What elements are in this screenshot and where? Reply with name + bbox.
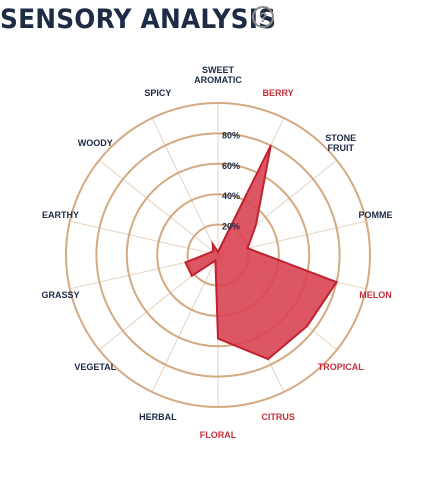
radar-category-label: WOODY [78, 138, 113, 148]
radar-tick-label: 20% [222, 222, 240, 232]
radar-tick-label: 80% [222, 130, 240, 140]
radar-data [184, 144, 339, 361]
help-icon[interactable]: ? [252, 6, 274, 28]
radar-spoke [98, 159, 219, 256]
radar-category-label: BERRY [263, 88, 294, 98]
radar-category-label: POMME [358, 210, 392, 220]
radar-category-label: VEGETAL [74, 362, 116, 372]
radar-point [184, 261, 187, 264]
header: SENSORY ANALYSIS [0, 0, 300, 38]
radar-tick-label: 40% [222, 191, 240, 201]
radar-spoke [69, 220, 219, 256]
radar-category-label: GRASSY [42, 290, 80, 300]
radar-category-label: STONE FRUIT [325, 133, 356, 153]
radar-point [211, 243, 214, 245]
radar-ring [95, 132, 341, 378]
radar-labels: SWEET AROMATIC BERRY STONE FRUIT POMME MELON TR… [42, 65, 393, 440]
radar-category-label: FLORAL [200, 430, 237, 440]
radar-ticks: 20% 40% 60% 80% [222, 130, 240, 231]
radar-category-label: EARTHY [42, 210, 79, 220]
radar-point [246, 247, 249, 249]
radar-ring [65, 102, 371, 408]
radar-point [191, 275, 193, 277]
radar-category-label: TROPICAL [318, 362, 365, 372]
radar-point [217, 251, 219, 253]
radar-point [255, 223, 257, 226]
radar-point [267, 358, 269, 360]
radar-category-label: SWEET AROMATIC [194, 65, 242, 85]
page-title: SENSORY ANALYSIS [0, 3, 277, 35]
radar-point [217, 337, 219, 340]
radar-point [270, 144, 272, 147]
radar-point [208, 252, 210, 254]
radar-point [335, 281, 338, 283]
radar-point [212, 250, 214, 252]
radar-category-label: CITRUS [261, 412, 295, 422]
radar-point [214, 259, 217, 262]
radar-point [306, 325, 308, 327]
radar-spoke [151, 254, 219, 393]
radar-category-label: SPICY [144, 88, 171, 98]
radar-category-label: HERBAL [139, 412, 177, 422]
radar-tick-label: 60% [222, 161, 240, 171]
radar-category-label: MELON [359, 290, 392, 300]
radar-spoke [151, 117, 219, 256]
radar-ring [125, 162, 311, 348]
